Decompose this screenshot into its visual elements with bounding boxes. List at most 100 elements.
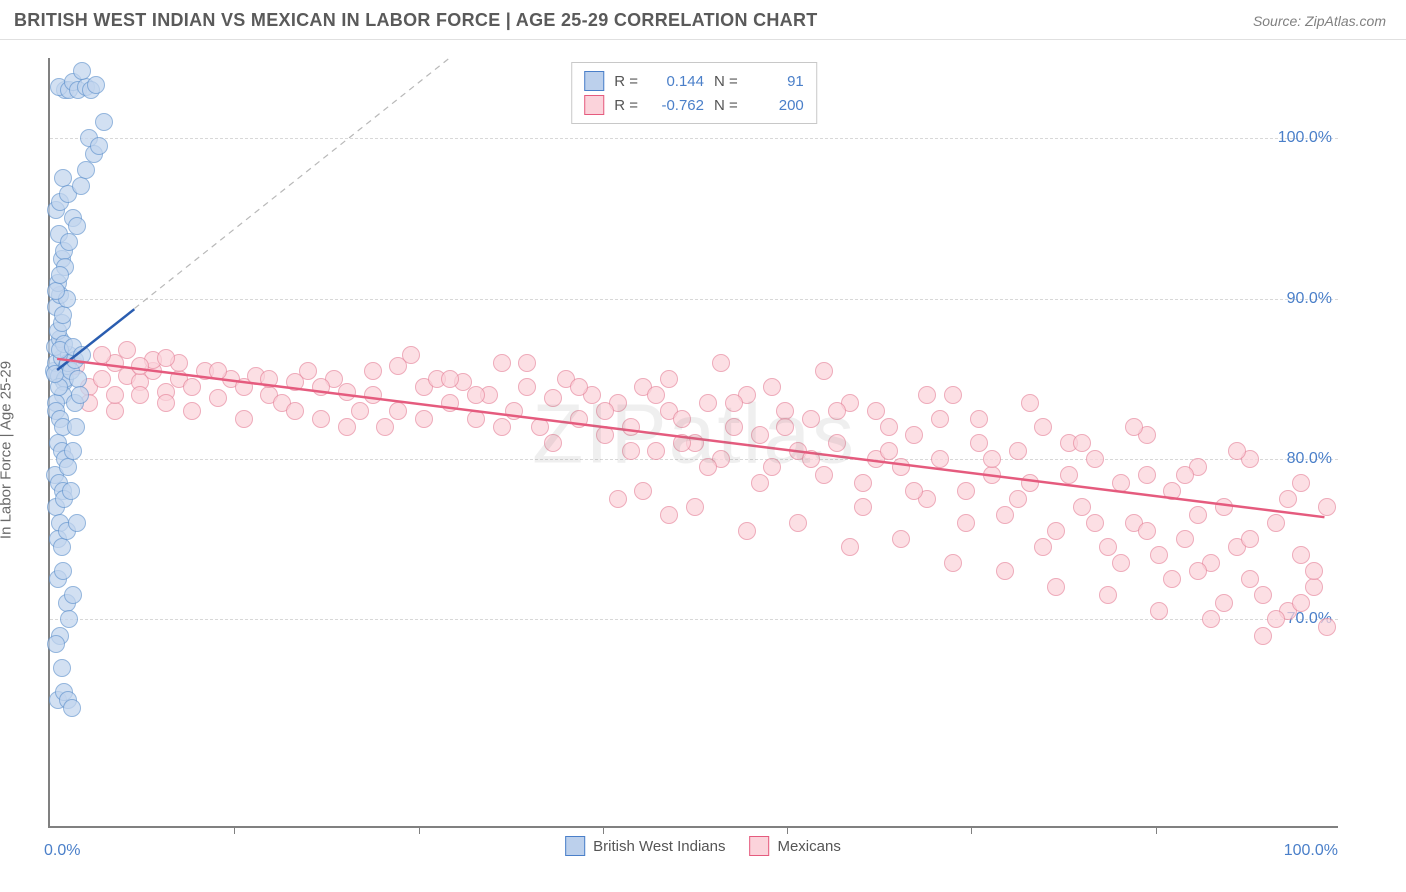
data-point (634, 482, 652, 500)
data-point (841, 538, 859, 556)
n-label: N = (714, 97, 738, 114)
data-point (1163, 482, 1181, 500)
data-point (828, 402, 846, 420)
data-point (93, 370, 111, 388)
data-point (441, 370, 459, 388)
data-point (68, 217, 86, 235)
source-label: Source: ZipAtlas.com (1253, 13, 1386, 29)
data-point (118, 341, 136, 359)
data-point (596, 402, 614, 420)
data-point (1215, 498, 1233, 516)
data-point (1215, 594, 1233, 612)
series-legend: British West Indians Mexicans (565, 836, 841, 856)
data-point (815, 466, 833, 484)
data-point (996, 562, 1014, 580)
x-tick (234, 826, 235, 834)
data-point (596, 426, 614, 444)
data-point (1189, 562, 1207, 580)
data-point (286, 402, 304, 420)
data-point (892, 458, 910, 476)
data-point (77, 161, 95, 179)
data-point (854, 498, 872, 516)
n-label: N = (714, 73, 738, 90)
data-point (1034, 538, 1052, 556)
data-point (402, 346, 420, 364)
n-value-bwi: 91 (748, 73, 804, 90)
data-point (815, 362, 833, 380)
data-point (209, 389, 227, 407)
legend-row-mex: R = -0.762 N = 200 (584, 93, 804, 117)
data-point (905, 482, 923, 500)
data-point (1099, 586, 1117, 604)
n-value-mex: 200 (748, 97, 804, 114)
data-point (106, 386, 124, 404)
data-point (1267, 514, 1285, 532)
header-bar: BRITISH WEST INDIAN VS MEXICAN IN LABOR … (0, 0, 1406, 40)
data-point (376, 418, 394, 436)
data-point (64, 442, 82, 460)
data-point (996, 506, 1014, 524)
data-point (970, 434, 988, 452)
data-point (918, 386, 936, 404)
data-point (802, 410, 820, 428)
data-point (544, 389, 562, 407)
data-point (1009, 490, 1027, 508)
data-point (673, 410, 691, 428)
data-point (660, 506, 678, 524)
data-point (1292, 594, 1310, 612)
data-point (235, 410, 253, 428)
x-tick (603, 826, 604, 834)
data-point (1305, 562, 1323, 580)
x-tick (787, 826, 788, 834)
data-point (957, 482, 975, 500)
x-label-left: 0.0% (44, 842, 80, 860)
data-point (738, 522, 756, 540)
x-tick (1156, 826, 1157, 834)
data-point (931, 450, 949, 468)
data-point (338, 418, 356, 436)
data-point (1176, 530, 1194, 548)
y-tick-label: 80.0% (1287, 450, 1332, 468)
data-point (183, 378, 201, 396)
data-point (751, 474, 769, 492)
data-point (1228, 442, 1246, 460)
data-point (1125, 418, 1143, 436)
data-point (622, 442, 640, 460)
gridline (50, 138, 1338, 139)
data-point (1112, 554, 1130, 572)
gridline (50, 459, 1338, 460)
swatch-bwi (584, 71, 604, 91)
data-point (867, 402, 885, 420)
data-point (763, 458, 781, 476)
legend-item-mex: Mexicans (749, 836, 840, 856)
data-point (776, 418, 794, 436)
data-point (1086, 450, 1104, 468)
data-point (72, 177, 90, 195)
data-point (59, 458, 77, 476)
data-point (673, 434, 691, 452)
data-point (1254, 586, 1272, 604)
data-point (609, 490, 627, 508)
gridline (50, 299, 1338, 300)
data-point (1150, 602, 1168, 620)
data-point (505, 402, 523, 420)
data-point (183, 402, 201, 420)
data-point (1150, 546, 1168, 564)
data-point (71, 386, 89, 404)
y-tick-label: 100.0% (1278, 129, 1332, 147)
data-point (47, 282, 65, 300)
r-value-mex: -0.762 (648, 97, 704, 114)
data-point (1060, 466, 1078, 484)
data-point (957, 514, 975, 532)
data-point (364, 362, 382, 380)
data-point (338, 383, 356, 401)
data-point (647, 386, 665, 404)
chart-container: In Labor Force | Age 25-29 ZIPatlas R = … (0, 40, 1406, 860)
data-point (725, 418, 743, 436)
data-point (518, 378, 536, 396)
data-point (828, 434, 846, 452)
data-point (157, 394, 175, 412)
data-point (1176, 466, 1194, 484)
data-point (699, 394, 717, 412)
data-point (1305, 578, 1323, 596)
